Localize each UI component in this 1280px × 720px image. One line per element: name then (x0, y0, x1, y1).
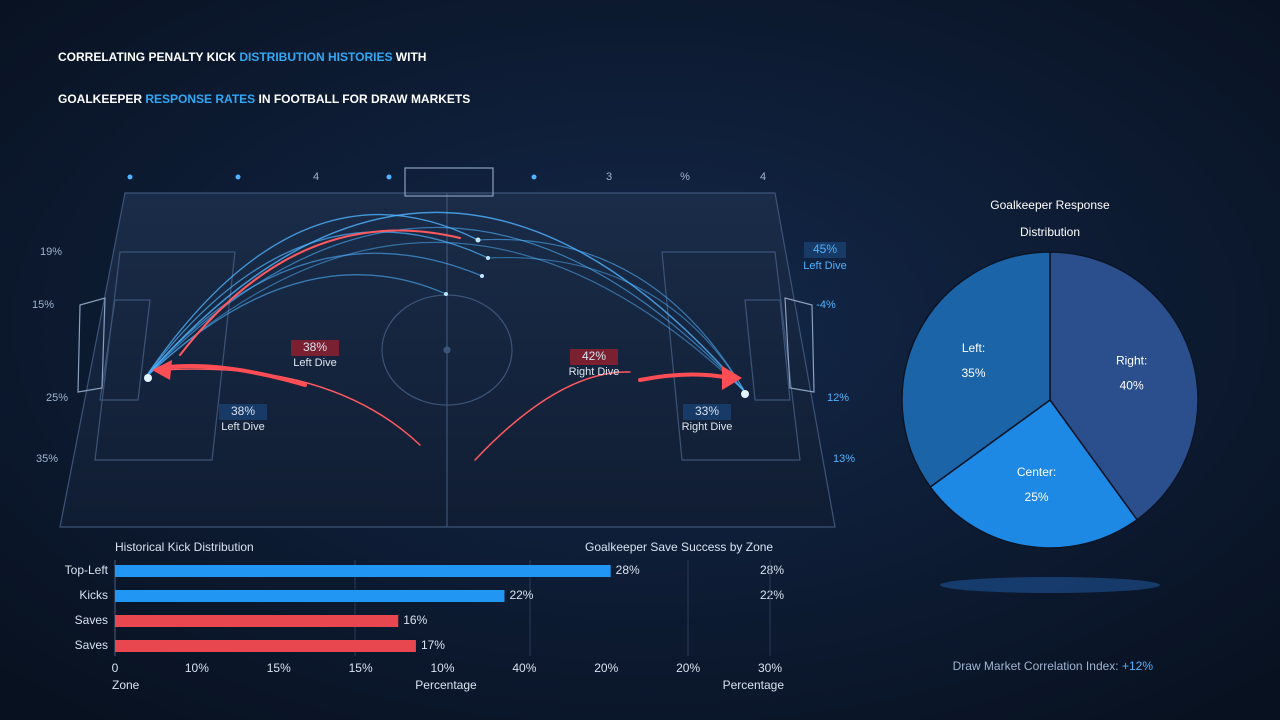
x-axis-label: 30% (758, 661, 782, 675)
title-segment: IN FOOTBALL FOR DRAW MARKETS (255, 92, 470, 106)
x-axis-title: Percentage (723, 678, 785, 692)
annotation-value: 33% (695, 404, 719, 418)
title-segment: WITH (392, 50, 426, 64)
x-axis-label: 20% (594, 661, 618, 675)
title-line: GOALKEEPER RESPONSE RATES IN FOOTBALL FO… (58, 92, 470, 106)
pie-slice (1049, 251, 1199, 521)
label-box (219, 404, 267, 420)
label-box (570, 349, 618, 365)
pitch-top-label: % (680, 171, 690, 183)
slice-category: Left: (962, 341, 985, 355)
value-label: 22% (509, 588, 533, 602)
pitch-right-label: 12% (827, 392, 849, 404)
slice-category: Center: (1017, 465, 1056, 479)
chart-title: Goalkeeper Response Distribution (990, 198, 1110, 239)
save-success-title: Goalkeeper Save Success by Zone (585, 540, 773, 554)
x-axis-label: 20% (676, 661, 700, 675)
pitch-top-label: 4 (760, 171, 766, 183)
bar (115, 640, 416, 652)
annotation-label: Right Dive (682, 421, 733, 433)
bar (115, 615, 399, 627)
x-axis-label: 0 (112, 661, 119, 675)
x-axis-title: Percentage (415, 678, 477, 692)
annotation-label: Left Dive (221, 421, 264, 433)
label-box (683, 404, 731, 420)
pitch-left-label: 25% (46, 392, 68, 404)
value-label: 16% (403, 613, 427, 627)
footer-text: Draw Market Correlation Index: +12% (953, 659, 1154, 673)
annotation-label: Left Dive (293, 357, 336, 369)
x-axis-title: Zone (112, 678, 140, 692)
pie-glow (940, 577, 1160, 593)
pie-slice (901, 251, 1051, 489)
pitch-right-label: -4% (816, 299, 836, 311)
category-label: Top-Left (65, 563, 109, 577)
category-label: Saves (75, 613, 108, 627)
label-box (804, 242, 846, 258)
annotation-label: Right Dive (569, 366, 620, 378)
footer-part: Draw Market Correlation Index: (953, 659, 1122, 673)
x-axis-label: 15% (349, 661, 373, 675)
title-segment: CORRELATING PENALTY KICK (58, 50, 239, 64)
x-axis-label: 10% (185, 661, 209, 675)
slice-category: Right: (1116, 354, 1147, 368)
bar (115, 590, 505, 602)
category-label: Saves (75, 638, 108, 652)
pitch-left-label: 35% (36, 453, 58, 465)
title-segment: RESPONSE RATES (145, 92, 255, 106)
kick-trajectories (144, 211, 749, 461)
save-success-value: 22% (760, 588, 784, 602)
chart-title: Historical Kick Distribution (115, 540, 254, 554)
pitch-left-label: 19% (40, 246, 62, 258)
bar (115, 565, 611, 577)
pitch-left-label: 15% (32, 299, 54, 311)
pie-slice (929, 398, 1139, 549)
title-line: CORRELATING PENALTY KICK DISTRIBUTION HI… (58, 50, 426, 64)
footer-part: +12% (1122, 659, 1153, 673)
x-axis-label: 15% (267, 661, 291, 675)
slice-value: 40% (1120, 379, 1144, 393)
slice-value: 35% (962, 366, 986, 380)
value-label: 28% (616, 563, 640, 577)
value-label: 17% (421, 638, 445, 652)
x-axis-label: 40% (512, 661, 536, 675)
footer: Draw Market Correlation Index: +12% (953, 659, 1154, 673)
slice-value: 25% (1025, 490, 1049, 504)
x-axis-label: 10% (430, 661, 454, 675)
pitch-right-label: 13% (833, 453, 855, 465)
pitch-right-label: Left Dive (803, 260, 846, 272)
annotation-value: 38% (303, 340, 327, 354)
label-box (291, 340, 339, 356)
pitch-right-label: 45% (813, 242, 837, 256)
pitch-top-label: 4 (313, 171, 319, 183)
category-label: Kicks (79, 588, 108, 602)
save-success-value: 28% (760, 563, 784, 577)
pitch-top-dots (127, 174, 537, 180)
annotation-value: 42% (582, 349, 606, 363)
title-segment: GOALKEEPER (58, 92, 145, 106)
title-segment: DISTRIBUTION HISTORIES (239, 50, 392, 64)
pitch-top-label: 3 (606, 171, 612, 183)
title: CORRELATING PENALTY KICK DISTRIBUTION HI… (58, 50, 470, 106)
annotation-value: 38% (231, 404, 255, 418)
